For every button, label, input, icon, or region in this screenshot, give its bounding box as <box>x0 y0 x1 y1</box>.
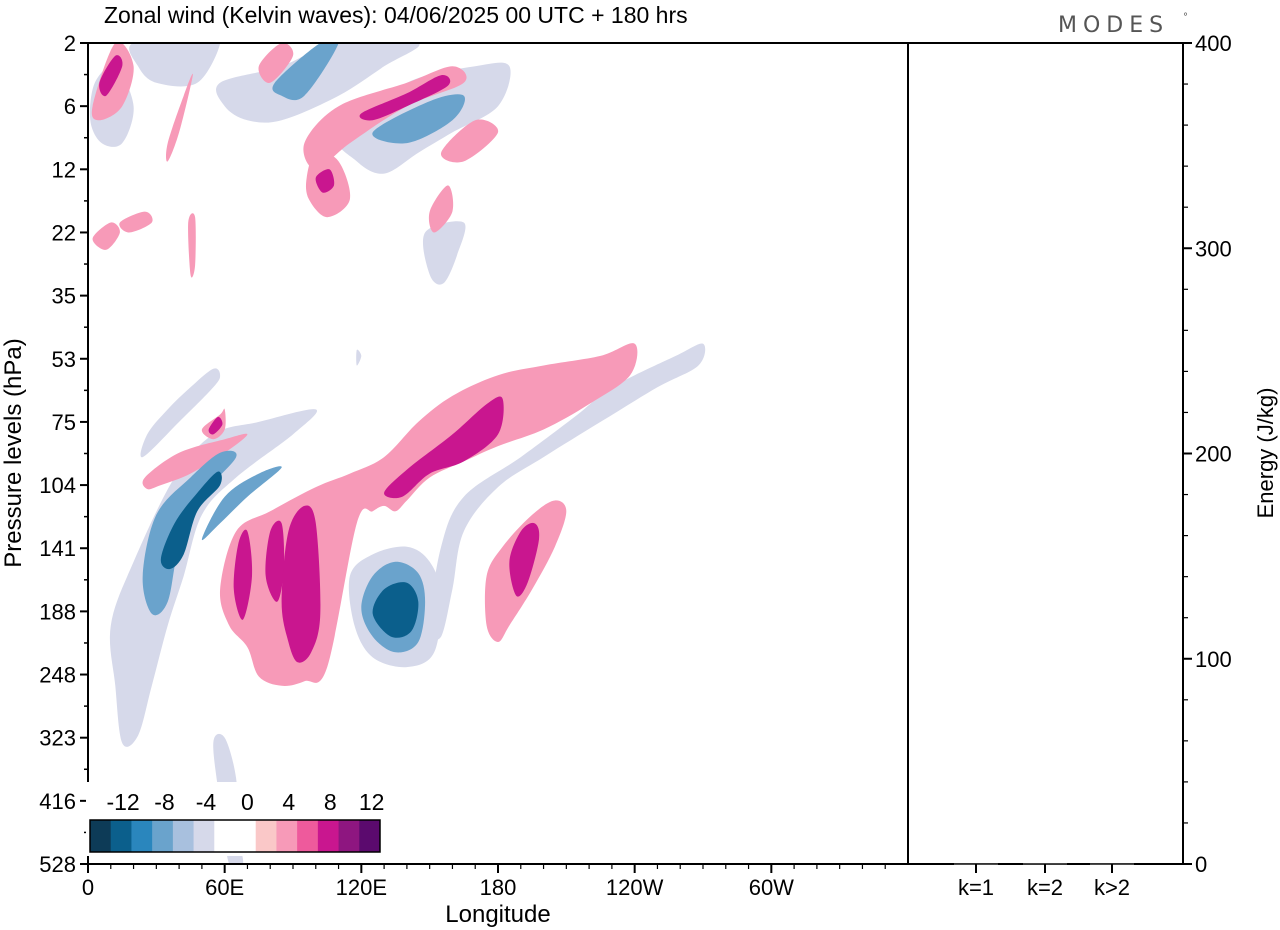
colorbar-label: 0 <box>241 789 254 815</box>
easterly-anomaly-contour <box>160 471 222 570</box>
colorbar-swatch <box>172 820 195 852</box>
energy-panel-frame <box>907 42 1184 865</box>
easterly-anomaly-contour <box>429 343 706 640</box>
energy-bars: k=1 k=2 k>2 <box>954 863 1134 900</box>
colorbar-swatch <box>317 820 340 852</box>
y-tick-label: 104 <box>39 473 76 498</box>
energy-tick-label: 0 <box>1195 852 1207 877</box>
chart-title: Zonal wind (Kelvin waves): 04/06/2025 00… <box>104 2 688 28</box>
y-tick-label: 75 <box>52 410 76 435</box>
westerly-anomaly-contour <box>265 520 285 602</box>
colorbar-swatch <box>214 820 236 852</box>
easterly-anomaly-contour <box>272 43 339 101</box>
easterly-anomaly-contour <box>201 466 282 541</box>
colorbar-swatch <box>235 820 257 852</box>
y-tick-label: 141 <box>39 536 76 561</box>
easterly-anomaly-contour <box>216 43 420 123</box>
y-tick-label: 12 <box>52 157 76 182</box>
x-tick-label: 0 <box>82 875 94 900</box>
westerly-anomaly-contour <box>440 119 499 163</box>
energy-bar <box>1023 863 1067 865</box>
brand-mark: ° <box>1183 12 1194 23</box>
y-tick-label: 6 <box>64 94 76 119</box>
colorbar-swatch <box>276 820 298 852</box>
colorbar-label: -4 <box>196 789 217 815</box>
colorbar-swatch <box>338 820 360 852</box>
heatmap-plot-area <box>88 43 908 864</box>
y-tick-label: 416 <box>39 789 76 814</box>
y-tick-label: 53 <box>52 347 76 372</box>
westerly-anomaly-contour <box>208 416 223 435</box>
easterly-anomaly-contour <box>129 43 221 87</box>
y-tick-label: 323 <box>39 726 76 751</box>
colorbar-label: 12 <box>359 789 385 815</box>
energy-tick-label: 100 <box>1195 647 1232 672</box>
colorbar-swatch <box>90 820 112 852</box>
colorbar-swatch <box>110 820 132 852</box>
y-tick-label: 2 <box>64 31 76 56</box>
westerly-anomaly-contour <box>359 75 451 121</box>
colorbar-legend: -12 -8 -4 0 4 8 12 <box>86 782 384 856</box>
y-tick-label: 528 <box>39 852 76 877</box>
y-axis-label: Pressure levels (hPa) <box>0 338 27 567</box>
westerly-anomaly-contour <box>219 343 638 686</box>
energy-tick-label: 200 <box>1195 442 1232 467</box>
brand-logo: MODES <box>1058 13 1169 38</box>
westerly-anomaly-contour <box>509 522 540 597</box>
pressure-axis: 2 6 12 22 35 53 75 104 141 188 248 323 416 528 <box>39 31 88 877</box>
westerly-anomaly-contour <box>92 222 120 250</box>
easterly-anomaly-contour <box>372 94 465 144</box>
westerly-anomaly-contour <box>119 211 153 233</box>
westerly-anomaly-contour <box>258 43 294 83</box>
energy-category-label: k>2 <box>1094 875 1130 900</box>
x-tick-label: 60W <box>749 875 794 900</box>
westerly-anomaly-contour <box>142 433 248 490</box>
westerly-anomaly-contour <box>233 529 253 620</box>
colorbar-label: -8 <box>154 789 174 815</box>
westerly-anomaly-contour <box>384 396 504 499</box>
colorbar-label: 4 <box>282 789 295 815</box>
x-axis-label: Longitude <box>445 901 550 928</box>
colorbar-swatch <box>152 820 174 852</box>
colorbar-frame <box>89 819 381 853</box>
westerly-anomaly-contour <box>428 185 454 233</box>
x-tick-label: 180 <box>480 875 517 900</box>
energy-tick-label: 400 <box>1195 31 1232 56</box>
energy-axis: 0 100 200 300 400 <box>1183 31 1232 877</box>
easterly-anomaly-contour <box>422 221 466 285</box>
easterly-anomaly-contour <box>356 349 362 366</box>
colorbar-label: -12 <box>106 789 139 815</box>
westerly-anomaly-contour <box>315 169 335 193</box>
colorbar-swatch <box>297 820 319 852</box>
colorbar-swatch <box>255 820 277 852</box>
colorbar-swatch <box>193 820 215 852</box>
x-tick-label: 120W <box>606 875 664 900</box>
easterly-anomaly-contour <box>140 368 221 458</box>
westerly-anomaly-contour <box>281 505 321 663</box>
energy-category-label: k=1 <box>958 875 994 900</box>
colorbar-swatch <box>131 820 153 852</box>
y-tick-label: 22 <box>52 220 76 245</box>
energy-tick-label: 300 <box>1195 236 1232 261</box>
westerly-anomaly-contour <box>99 55 123 97</box>
easterly-anomaly-contour <box>142 450 237 616</box>
westerly-anomaly-contour <box>188 213 196 278</box>
colorbar-label: 8 <box>324 789 337 815</box>
y-tick-label: 248 <box>39 663 76 688</box>
energy-axis-label: Energy (J/kg) <box>1253 388 1278 519</box>
energy-category-label: k=2 <box>1027 875 1063 900</box>
x-tick-label: 60E <box>205 875 244 900</box>
colorbar-swatch <box>359 820 381 852</box>
longitude-axis: 0 60E 120E 180 120W 60W <box>82 864 886 900</box>
x-tick-label: 120E <box>336 875 387 900</box>
y-tick-label: 35 <box>52 284 76 309</box>
westerly-anomaly-contour <box>166 73 193 162</box>
easterly-anomaly-contour <box>372 582 419 638</box>
y-tick-label: 188 <box>39 599 76 624</box>
